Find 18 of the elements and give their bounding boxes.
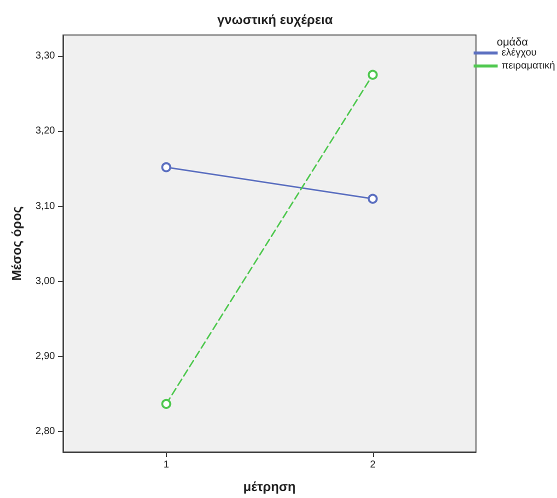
y-tick-label: 3,00 bbox=[36, 276, 56, 287]
legend-title: ομάδα bbox=[496, 36, 529, 48]
y-tick-label: 2,90 bbox=[36, 351, 56, 362]
x-tick-label: 1 bbox=[163, 460, 170, 470]
point bbox=[161, 398, 172, 409]
point bbox=[161, 162, 172, 172]
y-tick-label: 3,10 bbox=[36, 200, 56, 212]
x-axis-title: μέτρηση bbox=[243, 479, 296, 494]
y-tick-label: 3,20 bbox=[36, 126, 56, 137]
point bbox=[368, 70, 378, 80]
y-tick-label: 3,30 bbox=[36, 50, 56, 62]
point bbox=[368, 194, 378, 204]
x-tick-label: 2 bbox=[370, 460, 376, 470]
y-tick-label: 2,80 bbox=[36, 426, 56, 438]
chart-title: γνωστική ευχέρεια bbox=[217, 12, 333, 27]
legend-label: ελέγχου bbox=[502, 48, 537, 58]
y-axis-title: Μέσος όρος bbox=[9, 206, 24, 281]
legend-label: πειραματική bbox=[502, 60, 556, 72]
